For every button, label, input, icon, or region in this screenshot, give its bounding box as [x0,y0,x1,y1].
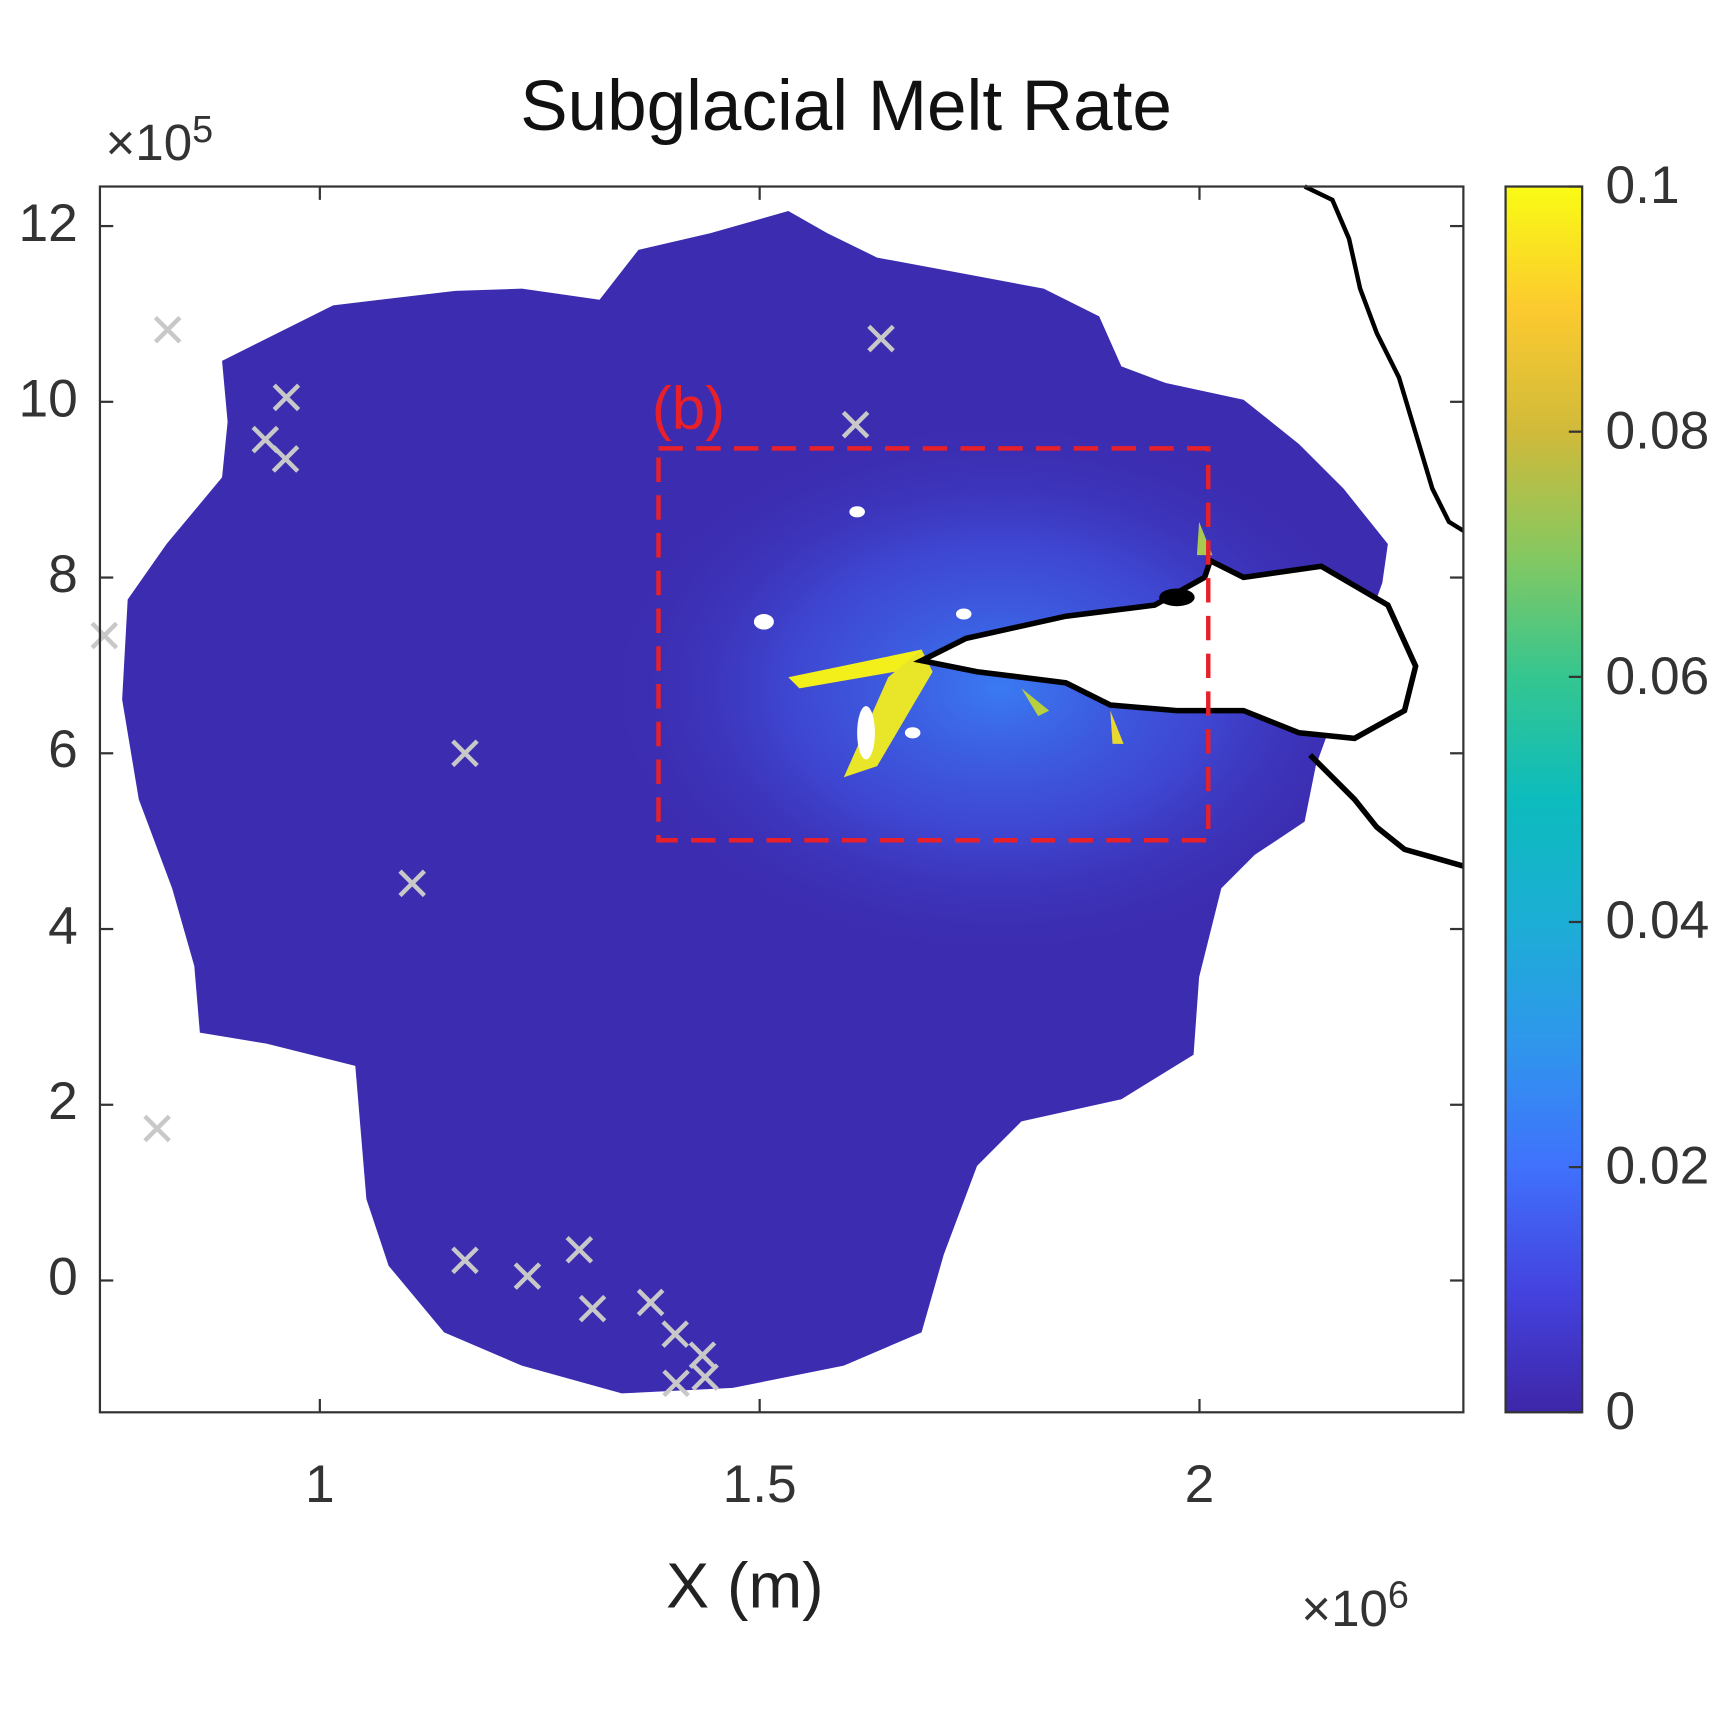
y-multiplier: ×105 [105,109,213,173]
x-marker-icon [565,1235,594,1264]
colorbar-tick-label: 0.06 [1605,646,1710,706]
station-marker [153,315,182,344]
station-marker [662,1369,690,1398]
y-tick-label: 0 [48,1248,78,1308]
station-marker [90,621,119,650]
nunatak [904,727,921,739]
x-marker-icon [451,739,479,768]
nunatak [849,506,865,518]
x-tick-label: 2 [1184,1455,1215,1515]
station-marker [661,1320,689,1348]
x-multiplier-base: ×10 [1301,1579,1388,1637]
inset-box-b [656,446,1211,843]
nunatak [753,613,774,630]
x-marker-icon [662,1369,690,1398]
x-marker-icon [90,621,119,650]
colorbar-tick-label: 0.08 [1605,401,1710,461]
inset-box-label: (b) [652,374,725,441]
x-marker-icon [688,1341,717,1369]
x-tick-label: 1 [305,1455,335,1515]
x-marker-icon [398,869,426,898]
axis-ticks [99,186,1464,1413]
colorbar-tick-label: 0.02 [1605,1137,1710,1197]
nunatak [955,608,972,620]
x-marker-icon [271,445,300,473]
y-tick-label: 2 [48,1072,78,1132]
y-tick-label: 8 [48,545,78,605]
station-marker [841,410,870,439]
station-marker [691,1363,719,1391]
y-tick-label: 6 [48,721,78,780]
coastline-south [1308,753,1465,869]
station-marker [636,1288,665,1317]
chart-title: Subglacial Melt Rate [520,65,1172,146]
x-marker-icon [867,324,895,353]
coastline-north [1303,184,1465,533]
station-marker [451,1246,479,1275]
station-marker [398,869,426,898]
x-multiplier-exp: 6 [1387,1574,1409,1617]
x-marker-icon [272,383,301,412]
melt-streak [1110,710,1124,744]
station-marker [272,383,301,412]
x-marker-icon [143,1114,171,1143]
colorbar-tick-label: 0 [1605,1382,1636,1442]
x-marker-icon [451,1246,479,1275]
nunatak [857,706,875,760]
x-marker-icon [691,1363,719,1391]
x-tick-label: 1.5 [722,1455,797,1515]
station-marker [578,1294,607,1323]
colorbar-tick-label: 0.04 [1605,892,1710,951]
x-multiplier: ×106 [1301,1574,1409,1638]
ice-shelf [913,556,1419,742]
station-marker [688,1341,717,1369]
island [1159,588,1195,607]
station-marker [271,445,300,473]
station-marker [513,1262,542,1290]
x-marker-icon [636,1288,665,1317]
x-marker-icon [578,1294,607,1323]
y-multiplier-base: ×10 [105,113,193,172]
colorbar-ticks [1568,185,1583,1414]
station-marker [565,1235,594,1264]
y-multiplier-exp: 5 [192,108,214,152]
y-tick-label: 12 [18,193,78,253]
x-marker-icon [661,1320,689,1348]
y-tick-label: 4 [48,896,78,956]
x-marker-icon [841,410,870,439]
melt-streak-yellow [788,649,928,689]
y-tick-label: 10 [18,369,78,429]
station-marker [143,1114,171,1143]
melt-streak [1021,688,1050,717]
station-marker [867,324,895,353]
colorbar [1504,185,1584,1414]
x-marker-icon [153,315,182,344]
axes-frame [98,185,1465,1414]
x-marker-icon [513,1262,542,1290]
colorbar-tick-label: 0.1 [1605,156,1680,216]
station-marker [451,739,479,768]
x-axis-label: X (m) [666,1549,824,1623]
nunataks [753,506,972,760]
station-markers [90,315,895,1398]
